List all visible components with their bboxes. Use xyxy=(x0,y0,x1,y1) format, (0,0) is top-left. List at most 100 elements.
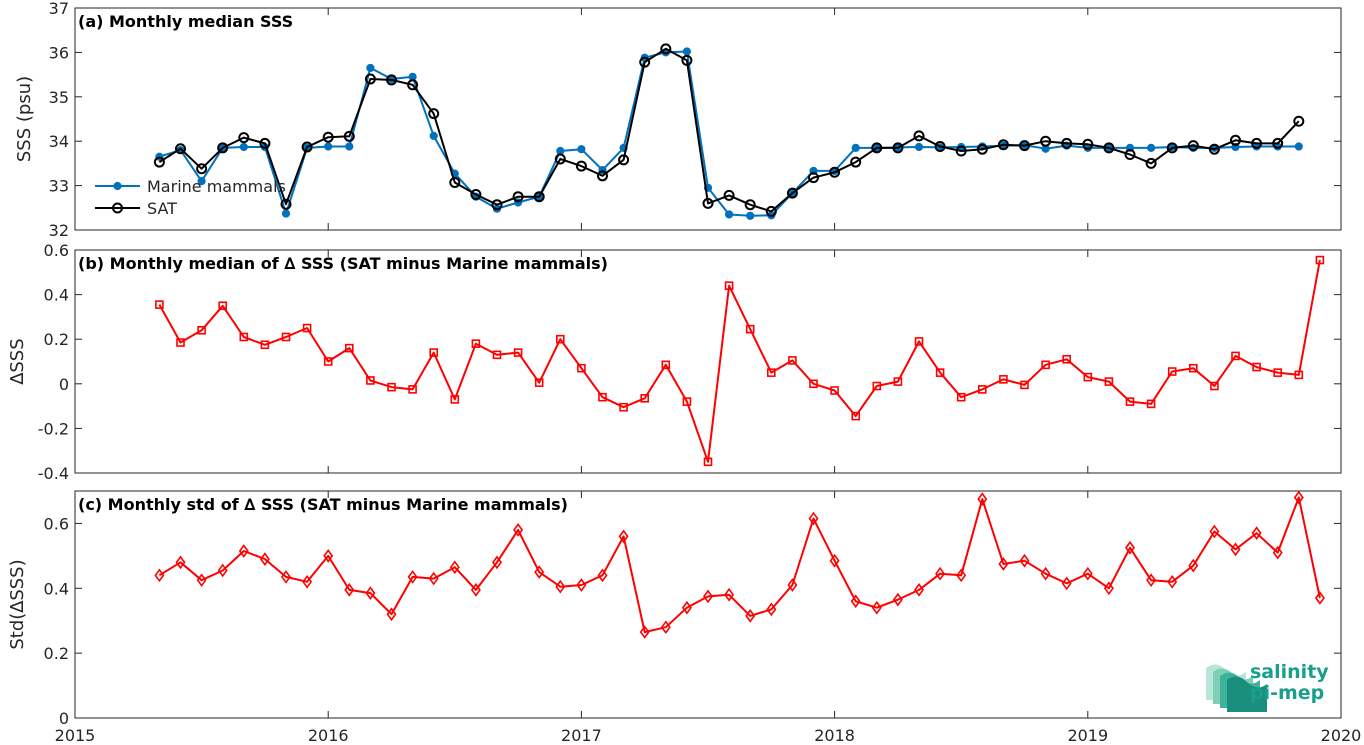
data-point xyxy=(1272,545,1283,560)
data-point xyxy=(997,139,1009,151)
data-point xyxy=(576,578,587,592)
data-point xyxy=(681,600,692,615)
data-point xyxy=(175,143,186,155)
data-point xyxy=(619,402,628,412)
data-point xyxy=(829,166,841,178)
data-point xyxy=(343,130,355,142)
x-tick-label: 2020 xyxy=(1321,726,1362,745)
data-point xyxy=(408,385,417,394)
series-0 xyxy=(154,490,1325,639)
data-point xyxy=(513,348,523,357)
data-point xyxy=(1082,138,1094,150)
data-point xyxy=(1294,142,1303,151)
y-tick-label: 0.2 xyxy=(44,644,69,663)
data-point xyxy=(682,397,692,406)
data-point xyxy=(934,141,946,153)
data-point xyxy=(153,156,165,168)
data-point xyxy=(661,360,671,370)
axes-frame xyxy=(74,7,1342,231)
data-point xyxy=(1251,137,1263,149)
data-point xyxy=(196,163,208,175)
y-tick-label: -0.2 xyxy=(38,419,69,438)
data-point xyxy=(976,143,988,155)
data-point xyxy=(176,338,185,347)
data-point xyxy=(745,324,755,334)
y-tick-label: 32 xyxy=(49,221,69,240)
data-point xyxy=(956,568,967,583)
data-point xyxy=(830,386,839,395)
data-point xyxy=(702,197,714,209)
data-point xyxy=(724,281,734,290)
data-point xyxy=(512,191,524,203)
data-point xyxy=(703,589,713,604)
data-point xyxy=(955,145,967,157)
y-tick-label: 33 xyxy=(49,177,69,196)
data-point xyxy=(154,568,165,583)
panel-title: (c) Monthly std of ∆ SSS (SAT minus Mari… xyxy=(78,495,568,514)
y-tick-label: 0.2 xyxy=(44,330,69,349)
legend-label-marine-mammals: Marine mammals xyxy=(147,177,286,196)
data-point xyxy=(765,205,777,217)
data-point xyxy=(449,176,461,188)
data-point xyxy=(1293,490,1304,505)
data-point xyxy=(429,348,439,357)
y-tick-label: 35 xyxy=(49,88,69,107)
logo-text-pi-mep: pi-mep xyxy=(1250,682,1324,704)
legend-marker-sat xyxy=(112,202,123,214)
data-point xyxy=(935,566,946,581)
data-point xyxy=(302,574,313,589)
data-point xyxy=(1145,157,1157,169)
series-1 xyxy=(153,43,1305,217)
data-point xyxy=(892,592,903,607)
data-point xyxy=(1187,140,1199,152)
data-point xyxy=(387,382,396,392)
data-point xyxy=(407,570,418,584)
data-point xyxy=(850,156,862,168)
data-point xyxy=(366,376,375,385)
data-point xyxy=(640,393,650,403)
data-point xyxy=(1125,397,1135,406)
panel-c: 0 0.2 0.4 0.6 Std(∆SSS) (c) Monthly std of ∆ … xyxy=(7,490,1362,745)
data-point xyxy=(1231,351,1240,361)
y-tick-label: -0.4 xyxy=(38,464,69,483)
data-point xyxy=(491,199,503,211)
data-point xyxy=(1230,542,1241,557)
data-point xyxy=(787,578,798,592)
data-point xyxy=(407,79,419,91)
data-point xyxy=(871,142,883,154)
data-point xyxy=(302,323,312,333)
panel-a: 32 33 34 35 36 37 SSS (psu) (a) Monthly median … xyxy=(14,0,1342,240)
data-point xyxy=(1314,591,1325,605)
data-point xyxy=(492,350,502,360)
data-point xyxy=(1294,370,1304,380)
data-point xyxy=(1040,135,1052,147)
data-point xyxy=(1062,354,1071,364)
data-point xyxy=(956,392,966,402)
data-point xyxy=(533,191,545,203)
data-point xyxy=(1147,143,1156,152)
data-point xyxy=(1189,363,1198,373)
data-point xyxy=(871,600,882,615)
data-point xyxy=(1020,380,1029,390)
series-line xyxy=(158,47,1300,213)
legend-label-sat: SAT xyxy=(147,199,177,218)
data-point xyxy=(324,142,333,151)
data-point xyxy=(725,210,734,219)
data-point xyxy=(322,131,334,143)
legend: Marine mammals SAT xyxy=(95,177,286,218)
data-point xyxy=(450,395,460,404)
data-point xyxy=(598,392,607,402)
y-tick-label: 0.6 xyxy=(44,241,69,260)
y-tick-label: 36 xyxy=(49,43,69,62)
data-point xyxy=(892,142,904,154)
data-point xyxy=(554,153,566,165)
data-point xyxy=(260,340,270,350)
data-point xyxy=(323,548,334,563)
data-point xyxy=(1125,540,1135,555)
data-point xyxy=(766,368,776,377)
logo-text-salinity: salinity xyxy=(1250,661,1329,683)
data-point xyxy=(681,54,693,66)
x-tick-label: 2017 xyxy=(561,726,602,745)
